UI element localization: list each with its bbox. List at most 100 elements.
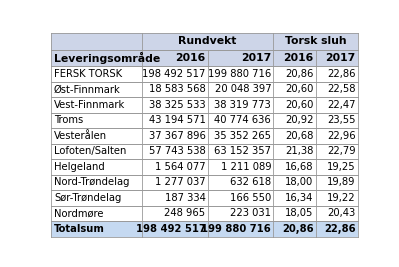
- Bar: [51, 97, 142, 113]
- Bar: [273, 159, 316, 175]
- Text: 187 334: 187 334: [164, 193, 205, 203]
- Bar: [207, 82, 273, 97]
- Bar: [142, 206, 207, 221]
- Bar: [316, 221, 358, 237]
- Bar: [142, 175, 207, 190]
- Bar: [51, 66, 142, 82]
- Text: 37 367 896: 37 367 896: [148, 131, 205, 141]
- Text: Troms: Troms: [54, 115, 83, 125]
- Bar: [142, 66, 207, 82]
- Bar: [51, 128, 142, 144]
- Text: 20,43: 20,43: [328, 208, 356, 218]
- Bar: [207, 175, 273, 190]
- Text: 35 352 265: 35 352 265: [214, 131, 271, 141]
- Text: 632 618: 632 618: [230, 177, 271, 187]
- Bar: [51, 206, 142, 221]
- Bar: [142, 144, 207, 159]
- Bar: [273, 128, 316, 144]
- Text: Rundvekt: Rundvekt: [178, 36, 237, 46]
- Bar: [51, 82, 142, 97]
- Bar: [51, 175, 142, 190]
- Bar: [207, 128, 273, 144]
- Bar: [142, 97, 207, 113]
- Bar: [273, 50, 316, 66]
- Text: 20,60: 20,60: [285, 84, 314, 95]
- Bar: [273, 175, 316, 190]
- Bar: [316, 113, 358, 128]
- Text: 166 550: 166 550: [230, 193, 271, 203]
- Bar: [51, 221, 142, 237]
- Bar: [207, 66, 273, 82]
- Text: 20,60: 20,60: [285, 100, 314, 110]
- Bar: [316, 66, 358, 82]
- Text: Lofoten/Salten: Lofoten/Salten: [54, 146, 126, 156]
- Text: 63 152 357: 63 152 357: [214, 146, 271, 156]
- Text: Totalsum: Totalsum: [54, 224, 105, 234]
- Text: 43 194 571: 43 194 571: [148, 115, 205, 125]
- Bar: [273, 97, 316, 113]
- Text: 1 211 089: 1 211 089: [221, 162, 271, 172]
- Bar: [207, 159, 273, 175]
- Bar: [51, 144, 142, 159]
- Bar: [273, 144, 316, 159]
- Text: 20,86: 20,86: [285, 69, 314, 79]
- Text: 223 031: 223 031: [230, 208, 271, 218]
- Bar: [316, 206, 358, 221]
- Text: Leveringsområde: Leveringsområde: [54, 52, 160, 64]
- Bar: [207, 144, 273, 159]
- Bar: [207, 50, 273, 66]
- Bar: [316, 175, 358, 190]
- Text: 20,92: 20,92: [285, 115, 314, 125]
- Text: 199 880 716: 199 880 716: [208, 69, 271, 79]
- Text: 2016: 2016: [283, 53, 314, 63]
- Bar: [51, 113, 142, 128]
- Text: 1 564 077: 1 564 077: [155, 162, 205, 172]
- Text: 22,58: 22,58: [327, 84, 356, 95]
- Text: 38 325 533: 38 325 533: [149, 100, 205, 110]
- Bar: [273, 190, 316, 206]
- Bar: [273, 113, 316, 128]
- Bar: [273, 66, 316, 82]
- Text: 38 319 773: 38 319 773: [214, 100, 271, 110]
- Text: 22,86: 22,86: [324, 224, 356, 234]
- Text: Sør-Trøndelag: Sør-Trøndelag: [54, 193, 121, 203]
- Text: Vest-Finnmark: Vest-Finnmark: [54, 100, 125, 110]
- Text: 248 965: 248 965: [164, 208, 205, 218]
- Text: FERSK TORSK: FERSK TORSK: [54, 69, 122, 79]
- Text: 1 277 037: 1 277 037: [155, 177, 205, 187]
- Text: 2017: 2017: [326, 53, 356, 63]
- Text: 2016: 2016: [175, 53, 205, 63]
- Bar: [316, 128, 358, 144]
- Bar: [142, 82, 207, 97]
- Bar: [207, 221, 273, 237]
- Bar: [273, 206, 316, 221]
- Text: Nordmøre: Nordmøre: [54, 208, 103, 218]
- Bar: [207, 190, 273, 206]
- Text: 40 774 636: 40 774 636: [214, 115, 271, 125]
- Text: 18,05: 18,05: [285, 208, 314, 218]
- Text: 20 048 397: 20 048 397: [215, 84, 271, 95]
- Bar: [316, 159, 358, 175]
- Bar: [316, 144, 358, 159]
- Text: 19,22: 19,22: [327, 193, 356, 203]
- Bar: [142, 50, 207, 66]
- Text: 18,00: 18,00: [285, 177, 314, 187]
- Text: Vesterålen: Vesterålen: [54, 131, 107, 141]
- Bar: [51, 159, 142, 175]
- Text: 21,38: 21,38: [285, 146, 314, 156]
- Text: 18 583 568: 18 583 568: [149, 84, 205, 95]
- Bar: [142, 113, 207, 128]
- Bar: [273, 33, 358, 50]
- Bar: [316, 82, 358, 97]
- Text: 20,86: 20,86: [282, 224, 314, 234]
- Text: 19,89: 19,89: [327, 177, 356, 187]
- Text: 2017: 2017: [241, 53, 271, 63]
- Bar: [51, 33, 142, 50]
- Text: 22,86: 22,86: [327, 69, 356, 79]
- Bar: [51, 190, 142, 206]
- Text: 16,68: 16,68: [285, 162, 314, 172]
- Text: Torsk sluh: Torsk sluh: [285, 36, 346, 46]
- Text: 22,79: 22,79: [327, 146, 356, 156]
- Text: 23,55: 23,55: [327, 115, 356, 125]
- Text: Øst-Finnmark: Øst-Finnmark: [54, 84, 120, 95]
